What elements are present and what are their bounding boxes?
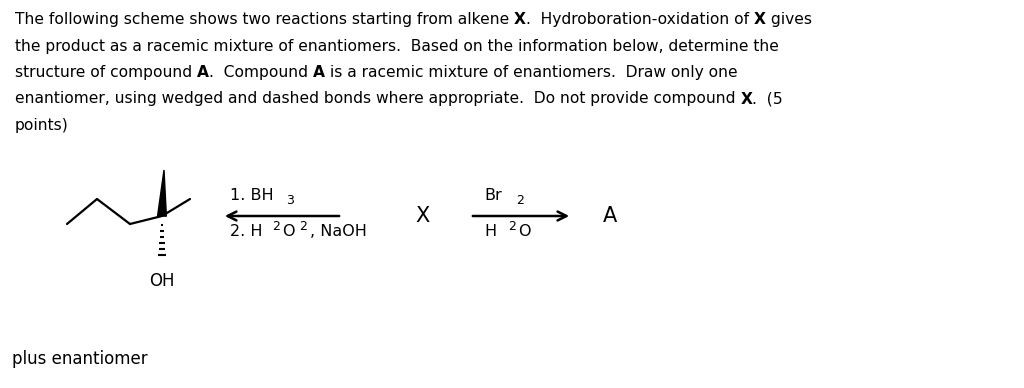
Text: X: X (415, 206, 429, 226)
Text: points): points) (15, 118, 69, 133)
Text: A: A (603, 206, 617, 226)
Text: .  Compound: . Compound (209, 65, 313, 80)
Text: 2. H: 2. H (230, 224, 262, 239)
Text: structure of compound: structure of compound (15, 65, 197, 80)
Text: .  (5: . (5 (753, 92, 783, 106)
Text: Br: Br (484, 188, 502, 203)
Text: 2: 2 (272, 220, 280, 232)
Text: H: H (484, 224, 496, 239)
Text: X: X (514, 12, 526, 27)
Text: 1. BH: 1. BH (230, 188, 273, 203)
Text: plus enantiomer: plus enantiomer (12, 350, 147, 368)
Text: 2: 2 (299, 220, 307, 232)
Text: A: A (197, 65, 209, 80)
Text: X: X (754, 12, 766, 27)
Text: X: X (740, 92, 753, 106)
Text: .  Hydroboration-oxidation of: . Hydroboration-oxidation of (526, 12, 754, 27)
Text: is a racemic mixture of enantiomers.  Draw only one: is a racemic mixture of enantiomers. Dra… (325, 65, 737, 80)
Text: The following scheme shows two reactions starting from alkene: The following scheme shows two reactions… (15, 12, 514, 27)
Text: gives: gives (766, 12, 812, 27)
Polygon shape (158, 170, 166, 216)
Text: O: O (283, 224, 295, 239)
Text: the product as a racemic mixture of enantiomers.  Based on the information below: the product as a racemic mixture of enan… (15, 38, 779, 54)
Text: 3: 3 (287, 194, 294, 207)
Text: enantiomer, using wedged and dashed bonds where appropriate.  Do not provide com: enantiomer, using wedged and dashed bond… (15, 92, 740, 106)
Text: O: O (518, 224, 531, 239)
Text: OH: OH (150, 272, 175, 290)
Text: 2: 2 (516, 194, 524, 207)
Text: A: A (313, 65, 325, 80)
Text: , NaOH: , NaOH (310, 224, 367, 239)
Text: 2: 2 (508, 220, 516, 232)
